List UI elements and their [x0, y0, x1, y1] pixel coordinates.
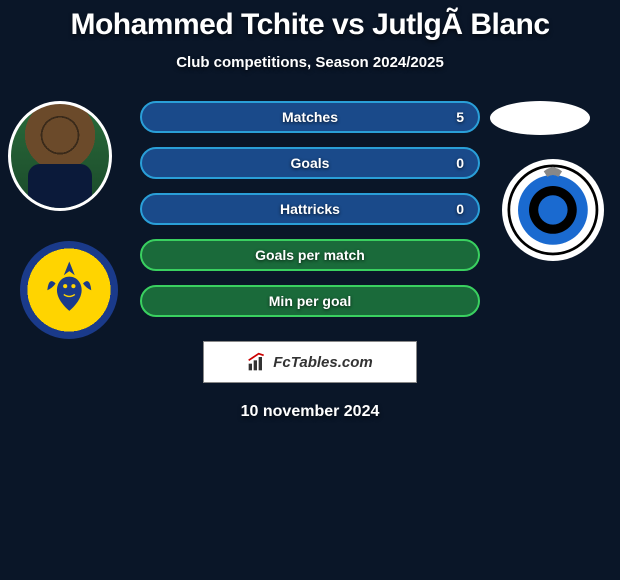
stat-row-hattricks: Hattricks 0 — [140, 193, 480, 225]
page-subtitle: Club competitions, Season 2024/2025 — [0, 54, 620, 71]
stats-list: Matches 5 Goals 0 Hattricks 0 Goals per … — [140, 101, 480, 317]
brand-badge[interactable]: FcTables.com — [203, 341, 417, 383]
content-area: Matches 5 Goals 0 Hattricks 0 Goals per … — [0, 101, 620, 421]
club-left-badge — [20, 241, 118, 339]
stat-label: Goals — [291, 155, 330, 171]
stat-label: Min per goal — [269, 293, 351, 309]
stat-value: 5 — [456, 109, 464, 125]
stat-row-min-per-goal: Min per goal — [140, 285, 480, 317]
right-ellipse-shape — [490, 101, 590, 135]
player-avatar — [8, 101, 112, 211]
stat-value: 0 — [456, 201, 464, 217]
stat-label: Matches — [282, 109, 338, 125]
stat-label: Goals per match — [255, 247, 365, 263]
club-right-badge — [502, 159, 604, 261]
stat-row-goals-per-match: Goals per match — [140, 239, 480, 271]
stat-value: 0 — [456, 155, 464, 171]
stat-row-goals: Goals 0 — [140, 147, 480, 179]
date-text: 10 november 2024 — [0, 403, 620, 421]
stat-row-matches: Matches 5 — [140, 101, 480, 133]
stat-label: Hattricks — [280, 201, 340, 217]
page-title: Mohammed Tchite vs JutlgÃ Blanc — [0, 0, 620, 42]
brand-text: FcTables.com — [273, 354, 372, 371]
bar-chart-icon — [247, 352, 267, 372]
